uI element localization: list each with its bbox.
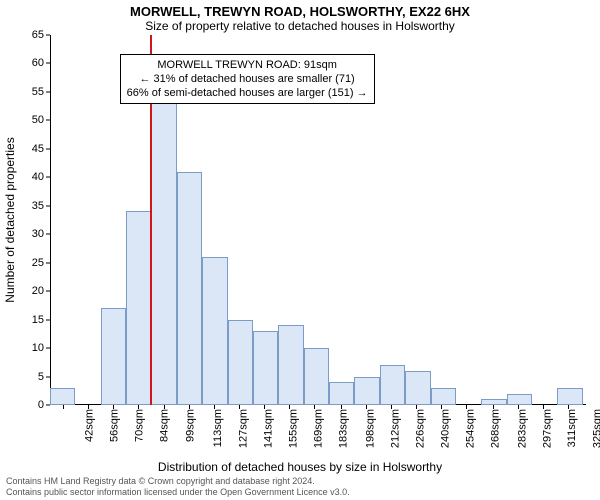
- histogram-bar: [431, 388, 456, 405]
- x-tick-mark: [88, 405, 89, 409]
- x-tick-label: 155sqm: [288, 409, 300, 448]
- histogram-bar: [354, 377, 379, 405]
- x-tick-mark: [493, 405, 494, 409]
- footer-attribution: Contains HM Land Registry data © Crown c…: [6, 476, 594, 498]
- histogram-bar: [329, 382, 354, 405]
- x-tick-label: 212sqm: [390, 409, 402, 448]
- x-tick-label: 113sqm: [213, 409, 225, 447]
- histogram-bar: [507, 394, 532, 405]
- x-tick-label: 240sqm: [440, 409, 452, 448]
- x-tick-label: 42sqm: [83, 409, 95, 442]
- x-tick-mark: [164, 405, 165, 409]
- x-tick-label: 127sqm: [238, 409, 250, 448]
- x-tick-mark: [391, 405, 392, 409]
- y-tick-mark: [46, 205, 50, 206]
- y-axis-line: [50, 35, 51, 405]
- x-tick-label: 169sqm: [313, 409, 325, 448]
- x-tick-label: 56sqm: [108, 409, 120, 442]
- x-tick-label: 84sqm: [158, 409, 170, 442]
- x-tick-mark: [214, 405, 215, 409]
- x-tick-label: 297sqm: [542, 409, 554, 448]
- y-tick-mark: [46, 376, 50, 377]
- x-tick-mark: [189, 405, 190, 409]
- y-tick-mark: [46, 262, 50, 263]
- x-tick-label: 198sqm: [365, 409, 377, 448]
- x-tick-mark: [314, 405, 315, 409]
- histogram-bar: [50, 388, 75, 405]
- annotation-line: ← 31% of detached houses are smaller (71…: [127, 72, 368, 86]
- x-tick-mark: [289, 405, 290, 409]
- chart-subtitle: Size of property relative to detached ho…: [0, 19, 600, 35]
- histogram-bar: [228, 320, 253, 405]
- x-tick-label: 183sqm: [338, 409, 350, 448]
- y-axis-label: Number of detached properties: [3, 137, 17, 302]
- x-tick-label: 283sqm: [517, 409, 529, 448]
- x-tick-mark: [543, 405, 544, 409]
- histogram-bar: [278, 325, 303, 405]
- x-axis-label: Distribution of detached houses by size …: [0, 460, 600, 474]
- y-tick-mark: [46, 319, 50, 320]
- histogram-bar: [101, 308, 126, 405]
- y-tick-mark: [46, 291, 50, 292]
- y-tick-mark: [46, 177, 50, 178]
- x-tick-mark: [441, 405, 442, 409]
- chart-area: Number of detached properties 0510152025…: [50, 35, 586, 405]
- x-tick-label: 311sqm: [566, 409, 578, 447]
- annotation-box: MORWELL TREWYN ROAD: 91sqm← 31% of detac…: [120, 54, 375, 105]
- footer-line-2: Contains public sector information licen…: [6, 487, 594, 498]
- y-tick-mark: [46, 35, 50, 36]
- x-tick-mark: [138, 405, 139, 409]
- y-tick-mark: [46, 91, 50, 92]
- x-tick-mark: [63, 405, 64, 409]
- histogram-bar: [557, 388, 582, 405]
- x-tick-mark: [518, 405, 519, 409]
- x-tick-label: 99sqm: [185, 409, 197, 442]
- x-tick-label: 268sqm: [490, 409, 502, 448]
- x-tick-label: 325sqm: [592, 409, 600, 448]
- y-tick-mark: [46, 148, 50, 149]
- x-tick-mark: [568, 405, 569, 409]
- annotation-line: 66% of semi-detached houses are larger (…: [127, 86, 368, 100]
- histogram-bar: [126, 211, 151, 405]
- histogram-bar: [177, 172, 202, 405]
- x-tick-label: 141sqm: [263, 409, 275, 448]
- x-tick-mark: [366, 405, 367, 409]
- x-tick-label: 226sqm: [415, 409, 427, 448]
- chart-title: MORWELL, TREWYN ROAD, HOLSWORTHY, EX22 6…: [0, 0, 600, 19]
- y-tick-mark: [46, 348, 50, 349]
- histogram-bar: [151, 98, 176, 405]
- x-tick-mark: [264, 405, 265, 409]
- histogram-bar: [405, 371, 430, 405]
- histogram-bar: [380, 365, 405, 405]
- x-tick-mark: [239, 405, 240, 409]
- x-tick-mark: [466, 405, 467, 409]
- histogram-bar: [202, 257, 227, 405]
- annotation-line: MORWELL TREWYN ROAD: 91sqm: [127, 58, 368, 72]
- histogram-bar: [304, 348, 329, 405]
- x-tick-mark: [416, 405, 417, 409]
- footer-line-1: Contains HM Land Registry data © Crown c…: [6, 476, 594, 487]
- x-tick-label: 254sqm: [465, 409, 477, 448]
- x-tick-mark: [341, 405, 342, 409]
- histogram-bar: [253, 331, 278, 405]
- plot-region: 0510152025303540455055606542sqm56sqm70sq…: [50, 35, 586, 405]
- y-tick-mark: [46, 120, 50, 121]
- y-tick-mark: [46, 234, 50, 235]
- x-tick-label: 70sqm: [133, 409, 145, 442]
- y-tick-mark: [46, 63, 50, 64]
- x-tick-mark: [113, 405, 114, 409]
